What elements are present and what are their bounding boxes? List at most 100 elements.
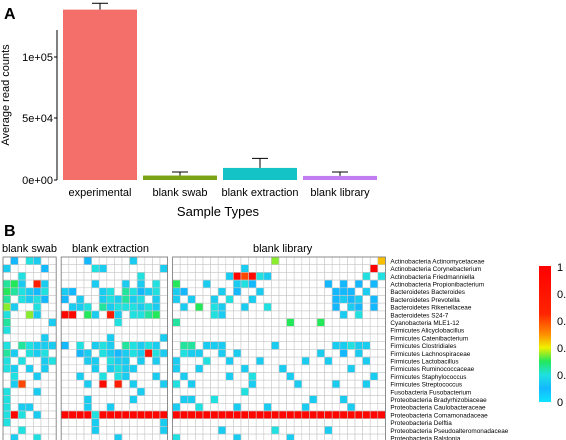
heatmap-empty-cell [324, 395, 333, 404]
heatmap-empty-cell [187, 318, 196, 327]
heatmap-empty-cell [369, 310, 379, 319]
heatmap-empty-cell [210, 364, 219, 373]
heatmap-empty-cell [362, 295, 371, 304]
heatmap-empty-cell [278, 379, 287, 389]
heatmap-empty-cell [240, 402, 249, 412]
heatmap-cell [240, 387, 249, 396]
heatmap-cell [233, 272, 242, 281]
heatmap-empty-cell [25, 410, 34, 419]
heatmap-row-label: Proteobacteria Comamonadaceae [390, 412, 488, 419]
heatmap-empty-cell [255, 295, 265, 304]
heatmap-empty-cell [202, 433, 211, 440]
heatmap-empty-cell [98, 325, 108, 335]
heatmap-empty-cell [217, 433, 227, 440]
heatmap-empty-cell [33, 379, 42, 389]
heatmap-empty-cell [144, 264, 153, 273]
heatmap-empty-cell [60, 272, 70, 281]
heatmap-empty-cell [144, 333, 153, 342]
heatmap-empty-cell [255, 341, 265, 350]
heatmap-cell [362, 356, 371, 366]
heatmap-cell [179, 372, 189, 381]
heatmap-cell [2, 325, 11, 335]
heatmap-cell [121, 356, 130, 366]
heatmap-empty-cell [316, 333, 325, 342]
heatmap-empty-cell [33, 264, 42, 273]
heatmap-empty-cell [225, 302, 234, 312]
heatmap-empty-cell [347, 387, 356, 396]
heatmap-cell [129, 349, 138, 358]
heatmap-empty-cell [362, 333, 371, 342]
heatmap-empty-cell [195, 356, 204, 366]
heatmap-cell [202, 341, 211, 350]
heatmap-empty-cell [255, 364, 265, 373]
heatmap-empty-cell [76, 333, 85, 342]
heatmap-empty-cell [263, 310, 272, 319]
heatmap-cell [106, 310, 115, 319]
heatmap-empty-cell [301, 279, 310, 289]
heatmap-empty-cell [377, 395, 386, 404]
heatmap-empty-cell [217, 295, 227, 304]
heatmap-cell [106, 333, 115, 342]
heatmap-empty-cell [106, 325, 115, 335]
heatmap-empty-cell [187, 433, 196, 440]
heatmap-empty-cell [278, 418, 287, 427]
heatmap-cell [233, 287, 242, 296]
heatmap-empty-cell [316, 379, 325, 389]
heatmap-empty-cell [339, 387, 348, 396]
heatmap-empty-cell [17, 395, 27, 404]
heatmap-empty-cell [48, 333, 57, 342]
heatmap-empty-cell [339, 256, 348, 265]
heatmap-empty-cell [255, 333, 265, 342]
heatmap-empty-cell [369, 287, 379, 296]
heatmap-cell [25, 349, 34, 358]
heatmap-row-label: Firmicutes Lachnospiraceae [390, 351, 470, 358]
heatmap-cell [17, 287, 27, 296]
heatmap-empty-cell [278, 264, 287, 273]
heatmap-empty-cell [369, 418, 379, 427]
heatmap-cell [121, 341, 130, 350]
heatmap-empty-cell [202, 372, 211, 381]
heatmap-empty-cell [309, 325, 318, 335]
heatmap-empty-cell [316, 426, 325, 435]
heatmap-empty-cell [152, 333, 161, 342]
heatmap-empty-cell [33, 333, 42, 342]
heatmap-cell [255, 287, 265, 296]
heatmap-cell [347, 287, 356, 296]
heatmap-row-label: Firmicutes Lactobacillus [390, 359, 458, 366]
heatmap-empty-cell [83, 418, 92, 427]
heatmap-cell [331, 410, 341, 419]
heatmap-row-label: Firmicutes Alicyclobacillus [390, 328, 464, 335]
heatmap-empty-cell [309, 379, 318, 389]
colorbar-tick-label: 0 [557, 397, 563, 409]
heatmap-empty-cell [331, 349, 341, 358]
heatmap-empty-cell [187, 333, 196, 342]
heatmap-empty-cell [91, 325, 100, 335]
heatmap-empty-cell [301, 426, 310, 435]
heatmap-cell [129, 256, 138, 265]
heatmap-empty-cell [293, 433, 303, 440]
heatmap-cell [286, 433, 295, 440]
heatmap-empty-cell [152, 364, 161, 373]
heatmap-cell [2, 356, 11, 366]
heatmap-empty-cell [233, 379, 242, 389]
heatmap-empty-cell [309, 364, 318, 373]
heatmap-empty-cell [202, 256, 211, 265]
heatmap-cell [106, 341, 115, 350]
heatmap-empty-cell [225, 318, 234, 327]
heatmap-empty-cell [210, 379, 219, 389]
heatmap-cell [225, 356, 234, 366]
heatmap-empty-cell [248, 256, 257, 265]
heatmap-empty-cell [377, 426, 386, 435]
heatmap-empty-cell [98, 310, 108, 319]
heatmap-empty-cell [144, 279, 153, 289]
heatmap-cell [172, 318, 181, 327]
heatmap-empty-cell [40, 402, 49, 412]
heatmap-empty-cell [68, 333, 77, 342]
heatmap-empty-cell [225, 379, 234, 389]
heatmap-empty-cell [233, 426, 242, 435]
heatmap-empty-cell [331, 356, 341, 366]
heatmap-cell [339, 341, 348, 350]
heatmap-empty-cell [98, 356, 108, 366]
heatmap-empty-cell [172, 349, 181, 358]
heatmap-empty-cell [60, 364, 70, 373]
